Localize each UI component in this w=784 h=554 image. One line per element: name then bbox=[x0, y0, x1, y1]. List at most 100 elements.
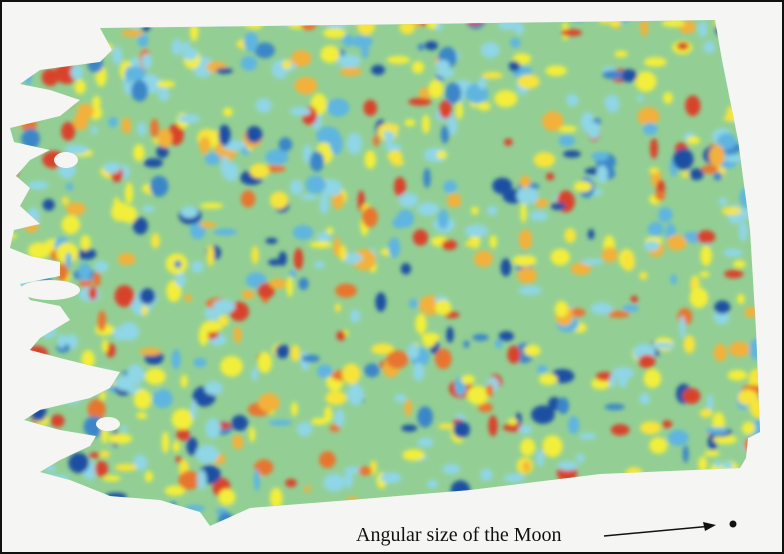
map-blob bbox=[88, 287, 97, 300]
map-blob bbox=[445, 82, 461, 104]
map-blob bbox=[172, 39, 183, 56]
map-blob bbox=[520, 438, 535, 455]
map-blob bbox=[385, 144, 402, 151]
map-blob bbox=[42, 69, 59, 87]
map-base bbox=[0, 0, 784, 554]
map-blob bbox=[172, 409, 193, 430]
map-blob bbox=[486, 384, 494, 397]
map-blob bbox=[62, 197, 69, 205]
map-blob bbox=[91, 126, 98, 134]
map-blob bbox=[518, 75, 540, 89]
map-blob bbox=[742, 422, 755, 435]
map-blob bbox=[199, 137, 210, 154]
map-blob bbox=[232, 435, 243, 449]
map-blob bbox=[176, 428, 189, 441]
map-blob bbox=[270, 488, 283, 509]
map-blob bbox=[134, 389, 152, 409]
map-blob bbox=[518, 286, 542, 295]
map-blob bbox=[66, 202, 86, 215]
map-blob bbox=[429, 80, 444, 99]
map-blob bbox=[131, 80, 148, 102]
map-blob bbox=[200, 222, 217, 228]
map-blob bbox=[350, 36, 373, 48]
map-blob bbox=[478, 102, 491, 110]
map-blob bbox=[314, 261, 325, 268]
sky-map bbox=[0, 0, 784, 554]
map-blob bbox=[118, 322, 139, 341]
map-blob bbox=[587, 122, 600, 139]
map-blob bbox=[644, 241, 659, 251]
map-blob bbox=[401, 263, 411, 275]
map-blob bbox=[337, 54, 361, 67]
map-blob bbox=[611, 424, 630, 435]
map-blob bbox=[181, 206, 199, 218]
map-blob bbox=[713, 172, 723, 180]
map-blob bbox=[685, 95, 700, 116]
map-blob bbox=[359, 466, 372, 476]
map-blob bbox=[670, 274, 677, 285]
map-blob bbox=[551, 249, 570, 266]
map-blob bbox=[391, 160, 404, 166]
map-blob bbox=[297, 422, 312, 436]
map-blob bbox=[299, 278, 309, 291]
map-blob bbox=[465, 225, 488, 237]
map-blob bbox=[441, 126, 450, 144]
map-blob bbox=[534, 152, 556, 167]
map-blob bbox=[509, 61, 520, 72]
map-blob bbox=[199, 326, 209, 346]
map-blob bbox=[456, 102, 463, 119]
map-blob bbox=[635, 71, 656, 92]
map-blob bbox=[602, 247, 618, 262]
map-blob bbox=[207, 245, 214, 267]
map-blob bbox=[409, 299, 418, 309]
map-blob bbox=[637, 95, 643, 102]
map-blob bbox=[417, 406, 433, 427]
map-blob bbox=[94, 261, 108, 273]
map-blob bbox=[442, 240, 457, 250]
map-blob bbox=[174, 260, 181, 268]
map-blob bbox=[523, 461, 530, 472]
map-blob bbox=[728, 370, 748, 381]
map-blob bbox=[89, 452, 100, 458]
map-blob bbox=[270, 192, 288, 209]
map-blob bbox=[495, 339, 503, 348]
map-blob bbox=[703, 41, 715, 53]
map-blob bbox=[108, 434, 132, 444]
map-blob bbox=[425, 41, 438, 50]
map-blob bbox=[325, 391, 346, 405]
map-blob bbox=[141, 305, 147, 315]
map-blob bbox=[683, 445, 689, 463]
map-blob bbox=[481, 42, 500, 58]
map-blob bbox=[519, 229, 532, 250]
map-blob bbox=[591, 152, 608, 161]
map-blob bbox=[291, 345, 300, 362]
map-blob bbox=[663, 92, 673, 104]
map-blob bbox=[323, 474, 345, 492]
map-blob bbox=[714, 301, 730, 314]
map-blob bbox=[133, 144, 144, 161]
map-blob bbox=[557, 397, 569, 414]
map-blob bbox=[722, 461, 733, 469]
map-blob bbox=[93, 272, 101, 287]
map-blob bbox=[98, 310, 106, 331]
map-blob bbox=[115, 376, 134, 391]
map-blob bbox=[427, 480, 438, 489]
map-blob bbox=[447, 194, 461, 208]
map-blob bbox=[350, 309, 360, 323]
annotation: Angular size of the Moon bbox=[356, 524, 562, 546]
map-blob bbox=[609, 374, 615, 388]
map-blob bbox=[173, 441, 181, 452]
map-blob bbox=[269, 278, 287, 288]
map-blob bbox=[662, 420, 672, 428]
map-blob bbox=[402, 449, 424, 460]
map-blob bbox=[275, 344, 289, 358]
map-blob bbox=[387, 56, 411, 64]
map-blob bbox=[291, 402, 298, 416]
map-blob bbox=[137, 122, 146, 136]
map-blob bbox=[579, 433, 596, 440]
map-blob bbox=[244, 32, 259, 52]
map-blob bbox=[80, 235, 90, 251]
map-blob bbox=[640, 421, 661, 434]
map-blob bbox=[290, 180, 303, 195]
map-blob bbox=[287, 276, 294, 297]
